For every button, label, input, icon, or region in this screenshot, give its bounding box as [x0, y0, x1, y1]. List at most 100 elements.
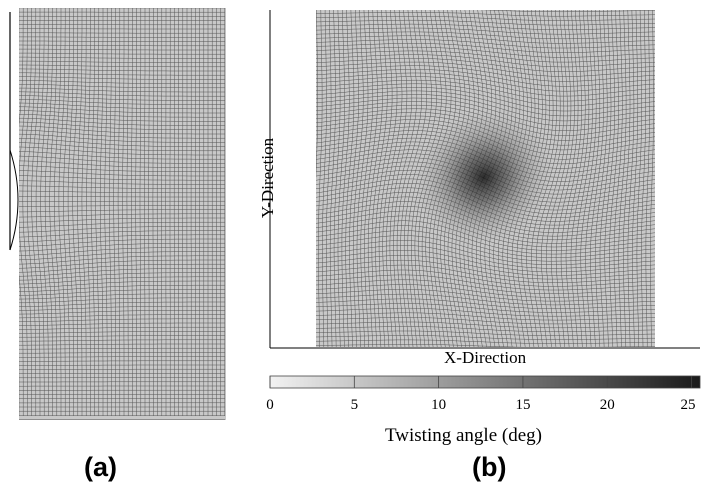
- mesh-line: [316, 274, 655, 291]
- mesh-line: [316, 61, 655, 77]
- colorbar-tick-label: 0: [266, 397, 274, 413]
- mesh-line: [316, 10, 318, 181]
- mesh-line: [645, 10, 650, 347]
- mesh-line: [19, 175, 225, 181]
- colorbar-tick-label: 10: [431, 397, 447, 413]
- mesh-line: [19, 165, 225, 173]
- mesh-line: [19, 102, 225, 110]
- mesh-line: [19, 289, 225, 296]
- mesh-line: [19, 121, 225, 131]
- mesh-line: [316, 65, 655, 82]
- mesh-line: [19, 301, 225, 307]
- mesh-line: [19, 343, 225, 346]
- mesh-line: [19, 180, 225, 185]
- mesh-line: [19, 305, 225, 311]
- mesh-line: [316, 35, 655, 44]
- mesh-line: [19, 56, 225, 59]
- mesh-line: [316, 307, 655, 317]
- mesh-line: [316, 58, 655, 72]
- mesh-line: [316, 31, 655, 40]
- mesh-line: [316, 298, 655, 309]
- mesh-line: [316, 269, 655, 287]
- panel-label-a: (a): [84, 452, 117, 482]
- mesh-line: [19, 196, 225, 198]
- mesh-line: [19, 322, 225, 326]
- mesh-line: [316, 69, 655, 87]
- mesh-line: [316, 23, 655, 30]
- mesh-line: [19, 259, 225, 269]
- mesh-line: [19, 40, 225, 42]
- mesh-line: [329, 10, 336, 347]
- mesh-line: [19, 335, 225, 338]
- mesh-line: [19, 238, 225, 247]
- mesh-line: [19, 68, 225, 72]
- mesh-line: [19, 80, 225, 84]
- mesh-line: [19, 110, 225, 118]
- mesh-line: [316, 289, 655, 302]
- mesh-line: [316, 245, 655, 269]
- mesh-line: [316, 335, 655, 340]
- mesh-line: [152, 8, 154, 416]
- mesh-line: [316, 250, 655, 273]
- panel-a-mesh: [9, 8, 226, 420]
- mesh-line: [19, 151, 225, 160]
- mesh-line: [19, 129, 225, 139]
- mesh-line: [316, 83, 655, 107]
- mesh-line: [19, 234, 225, 243]
- mesh-line: [19, 76, 225, 80]
- mesh-line: [19, 84, 225, 89]
- mesh-line: [19, 114, 225, 122]
- colorbar-tick-label: 5: [350, 397, 359, 413]
- mesh-line: [19, 242, 225, 252]
- mesh-line: [19, 146, 225, 156]
- mesh-line: [316, 255, 655, 276]
- mesh-line: [316, 27, 655, 35]
- mesh-line: [316, 321, 655, 329]
- mesh-line: [19, 268, 225, 277]
- mesh-line: [316, 303, 655, 313]
- mesh-line: [316, 344, 655, 347]
- mesh-line: [371, 10, 388, 347]
- mesh-line: [396, 10, 422, 347]
- twist-region: [414, 108, 554, 246]
- mesh-line: [316, 87, 655, 112]
- mesh-line: [19, 190, 225, 194]
- mesh-line: [19, 205, 225, 207]
- mesh-line: [19, 276, 225, 285]
- mesh-line: [19, 138, 225, 147]
- colorbar-tick-label: 25: [680, 397, 696, 413]
- mesh-line: [19, 339, 225, 342]
- mesh-line: [316, 39, 655, 49]
- mesh-line: [19, 142, 225, 152]
- mesh-line: [19, 133, 225, 143]
- mesh-line: [19, 155, 225, 164]
- mesh-line: [393, 10, 418, 347]
- mesh-line: [316, 19, 655, 26]
- mesh-line: [19, 64, 225, 68]
- mesh-line: [316, 16, 655, 21]
- mesh-line: [19, 99, 225, 105]
- mesh-line: [316, 317, 655, 325]
- mesh-line: [19, 221, 225, 228]
- mesh-line: [19, 185, 225, 189]
- mesh-line: [19, 251, 225, 261]
- mesh-line: [19, 280, 225, 289]
- mesh-line: [19, 360, 225, 362]
- mesh-line: [316, 312, 655, 321]
- mesh-line: [19, 217, 225, 223]
- mesh-line: [19, 297, 225, 304]
- mesh-line: [19, 117, 225, 126]
- mesh-line: [19, 318, 225, 322]
- mesh-line: [19, 48, 225, 51]
- mesh-line: [389, 10, 413, 347]
- panel-b-axes: [269, 10, 700, 349]
- colorbar-tick-label: 20: [599, 397, 615, 413]
- mesh-line: [316, 240, 655, 266]
- panel-label-b: (b): [472, 452, 507, 482]
- mesh-line: [19, 91, 225, 97]
- mesh-line: [316, 94, 655, 122]
- mesh-line: [316, 76, 655, 97]
- mesh-line: [599, 10, 612, 347]
- mesh-line: [316, 326, 655, 332]
